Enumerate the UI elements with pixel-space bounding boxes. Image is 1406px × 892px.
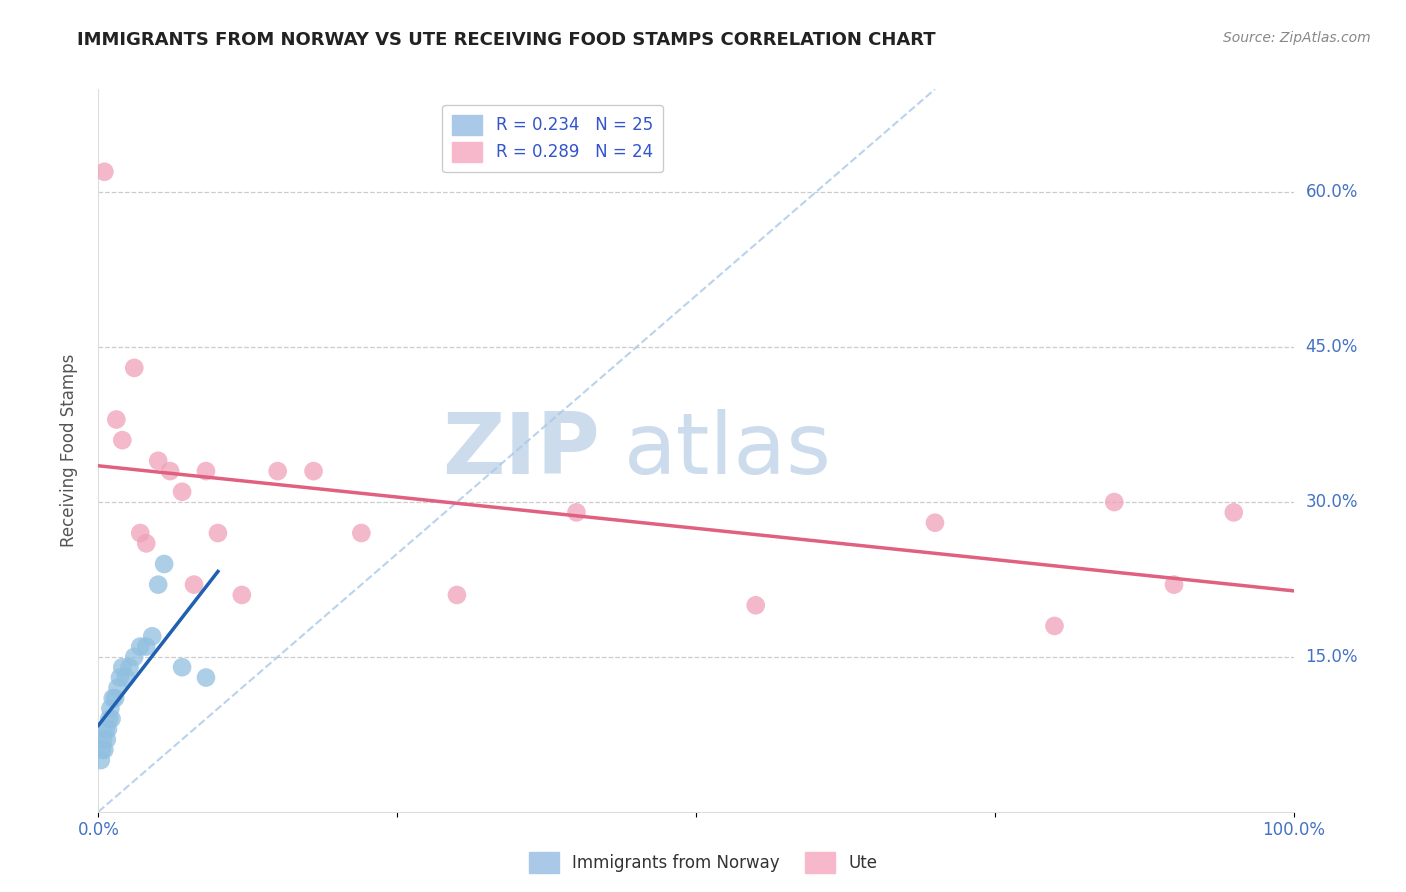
Point (107, 681, 129, 695)
Point (96, 732, 118, 747)
Point (105, 412, 128, 426)
Point (93, 165, 115, 179)
Point (1163, 577, 1185, 591)
Text: 45.0%: 45.0% (1306, 338, 1358, 356)
Point (183, 577, 205, 591)
Point (153, 557, 176, 571)
Point (93, 743, 115, 757)
Point (148, 454, 170, 468)
Point (104, 691, 127, 706)
Text: atlas: atlas (624, 409, 832, 492)
Point (115, 671, 138, 685)
Text: ZIP: ZIP (443, 409, 600, 492)
Point (90, 753, 112, 767)
Point (141, 629, 163, 643)
Text: 30.0%: 30.0% (1306, 493, 1358, 511)
Point (135, 640, 157, 654)
Legend: Immigrants from Norway, Ute: Immigrants from Norway, Ute (522, 846, 884, 880)
Point (1223, 505, 1246, 519)
Point (98, 712, 121, 726)
Point (302, 464, 325, 478)
Text: 60.0%: 60.0% (1306, 184, 1358, 202)
Point (94, 722, 117, 736)
Point (118, 660, 141, 674)
Point (148, 577, 170, 591)
Point (195, 671, 218, 685)
Point (1043, 619, 1066, 633)
Point (446, 588, 468, 602)
Point (108, 671, 131, 685)
Point (350, 526, 373, 541)
Point (231, 588, 253, 602)
Text: 15.0%: 15.0% (1306, 648, 1358, 666)
Point (172, 484, 194, 499)
Point (91, 743, 114, 757)
Point (745, 599, 768, 613)
Point (135, 536, 157, 550)
Point (98, 701, 122, 715)
Point (267, 464, 290, 478)
Point (1104, 495, 1126, 509)
Point (101, 691, 124, 706)
Point (207, 526, 229, 541)
Point (924, 516, 946, 530)
Point (124, 649, 146, 664)
Text: Source: ZipAtlas.com: Source: ZipAtlas.com (1223, 31, 1371, 45)
Point (172, 660, 194, 674)
Legend: R = 0.234   N = 25, R = 0.289   N = 24: R = 0.234 N = 25, R = 0.289 N = 24 (443, 104, 662, 172)
Point (129, 640, 152, 654)
Point (91, 732, 114, 747)
Point (97, 722, 120, 736)
Y-axis label: Receiving Food Stamps: Receiving Food Stamps (59, 354, 77, 547)
Text: IMMIGRANTS FROM NORWAY VS UTE RECEIVING FOOD STAMPS CORRELATION CHART: IMMIGRANTS FROM NORWAY VS UTE RECEIVING … (77, 31, 936, 49)
Point (111, 660, 134, 674)
Point (129, 526, 152, 541)
Point (100, 712, 122, 726)
Point (111, 433, 134, 447)
Point (159, 464, 181, 478)
Point (195, 464, 218, 478)
Point (124, 360, 146, 375)
Point (565, 505, 588, 519)
